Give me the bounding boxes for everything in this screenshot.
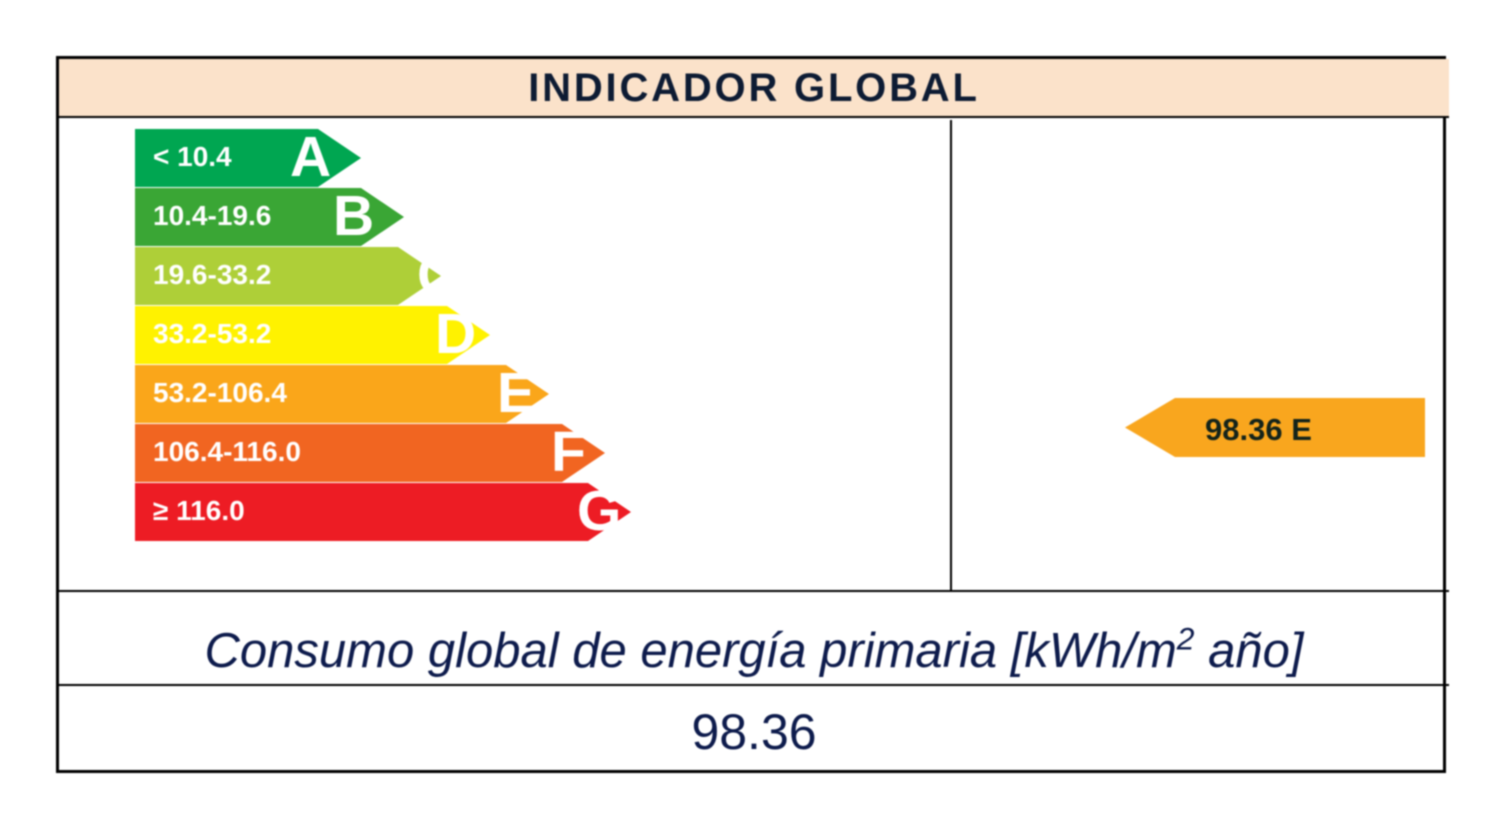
svg-text:33.2-53.2: 33.2-53.2 [153,318,271,349]
svg-text:10.4-19.6: 10.4-19.6 [153,200,271,231]
svg-text:E: E [497,365,535,423]
svg-text:19.6-33.2: 19.6-33.2 [153,259,271,290]
svg-text:≥ 116.0: ≥ 116.0 [153,495,245,526]
svg-text:98.36 E: 98.36 E [1205,412,1312,447]
svg-text:106.4-116.0: 106.4-116.0 [153,436,301,467]
svg-text:D: D [435,306,476,364]
svg-text:C: C [417,247,458,305]
svg-text:F: F [551,424,586,482]
svg-text:G: G [577,483,621,541]
svg-text:53.2-106.4: 53.2-106.4 [153,377,287,408]
svg-text:B: B [333,188,374,246]
svg-text:A: A [290,129,331,187]
svg-text:< 10.4: < 10.4 [153,141,232,172]
